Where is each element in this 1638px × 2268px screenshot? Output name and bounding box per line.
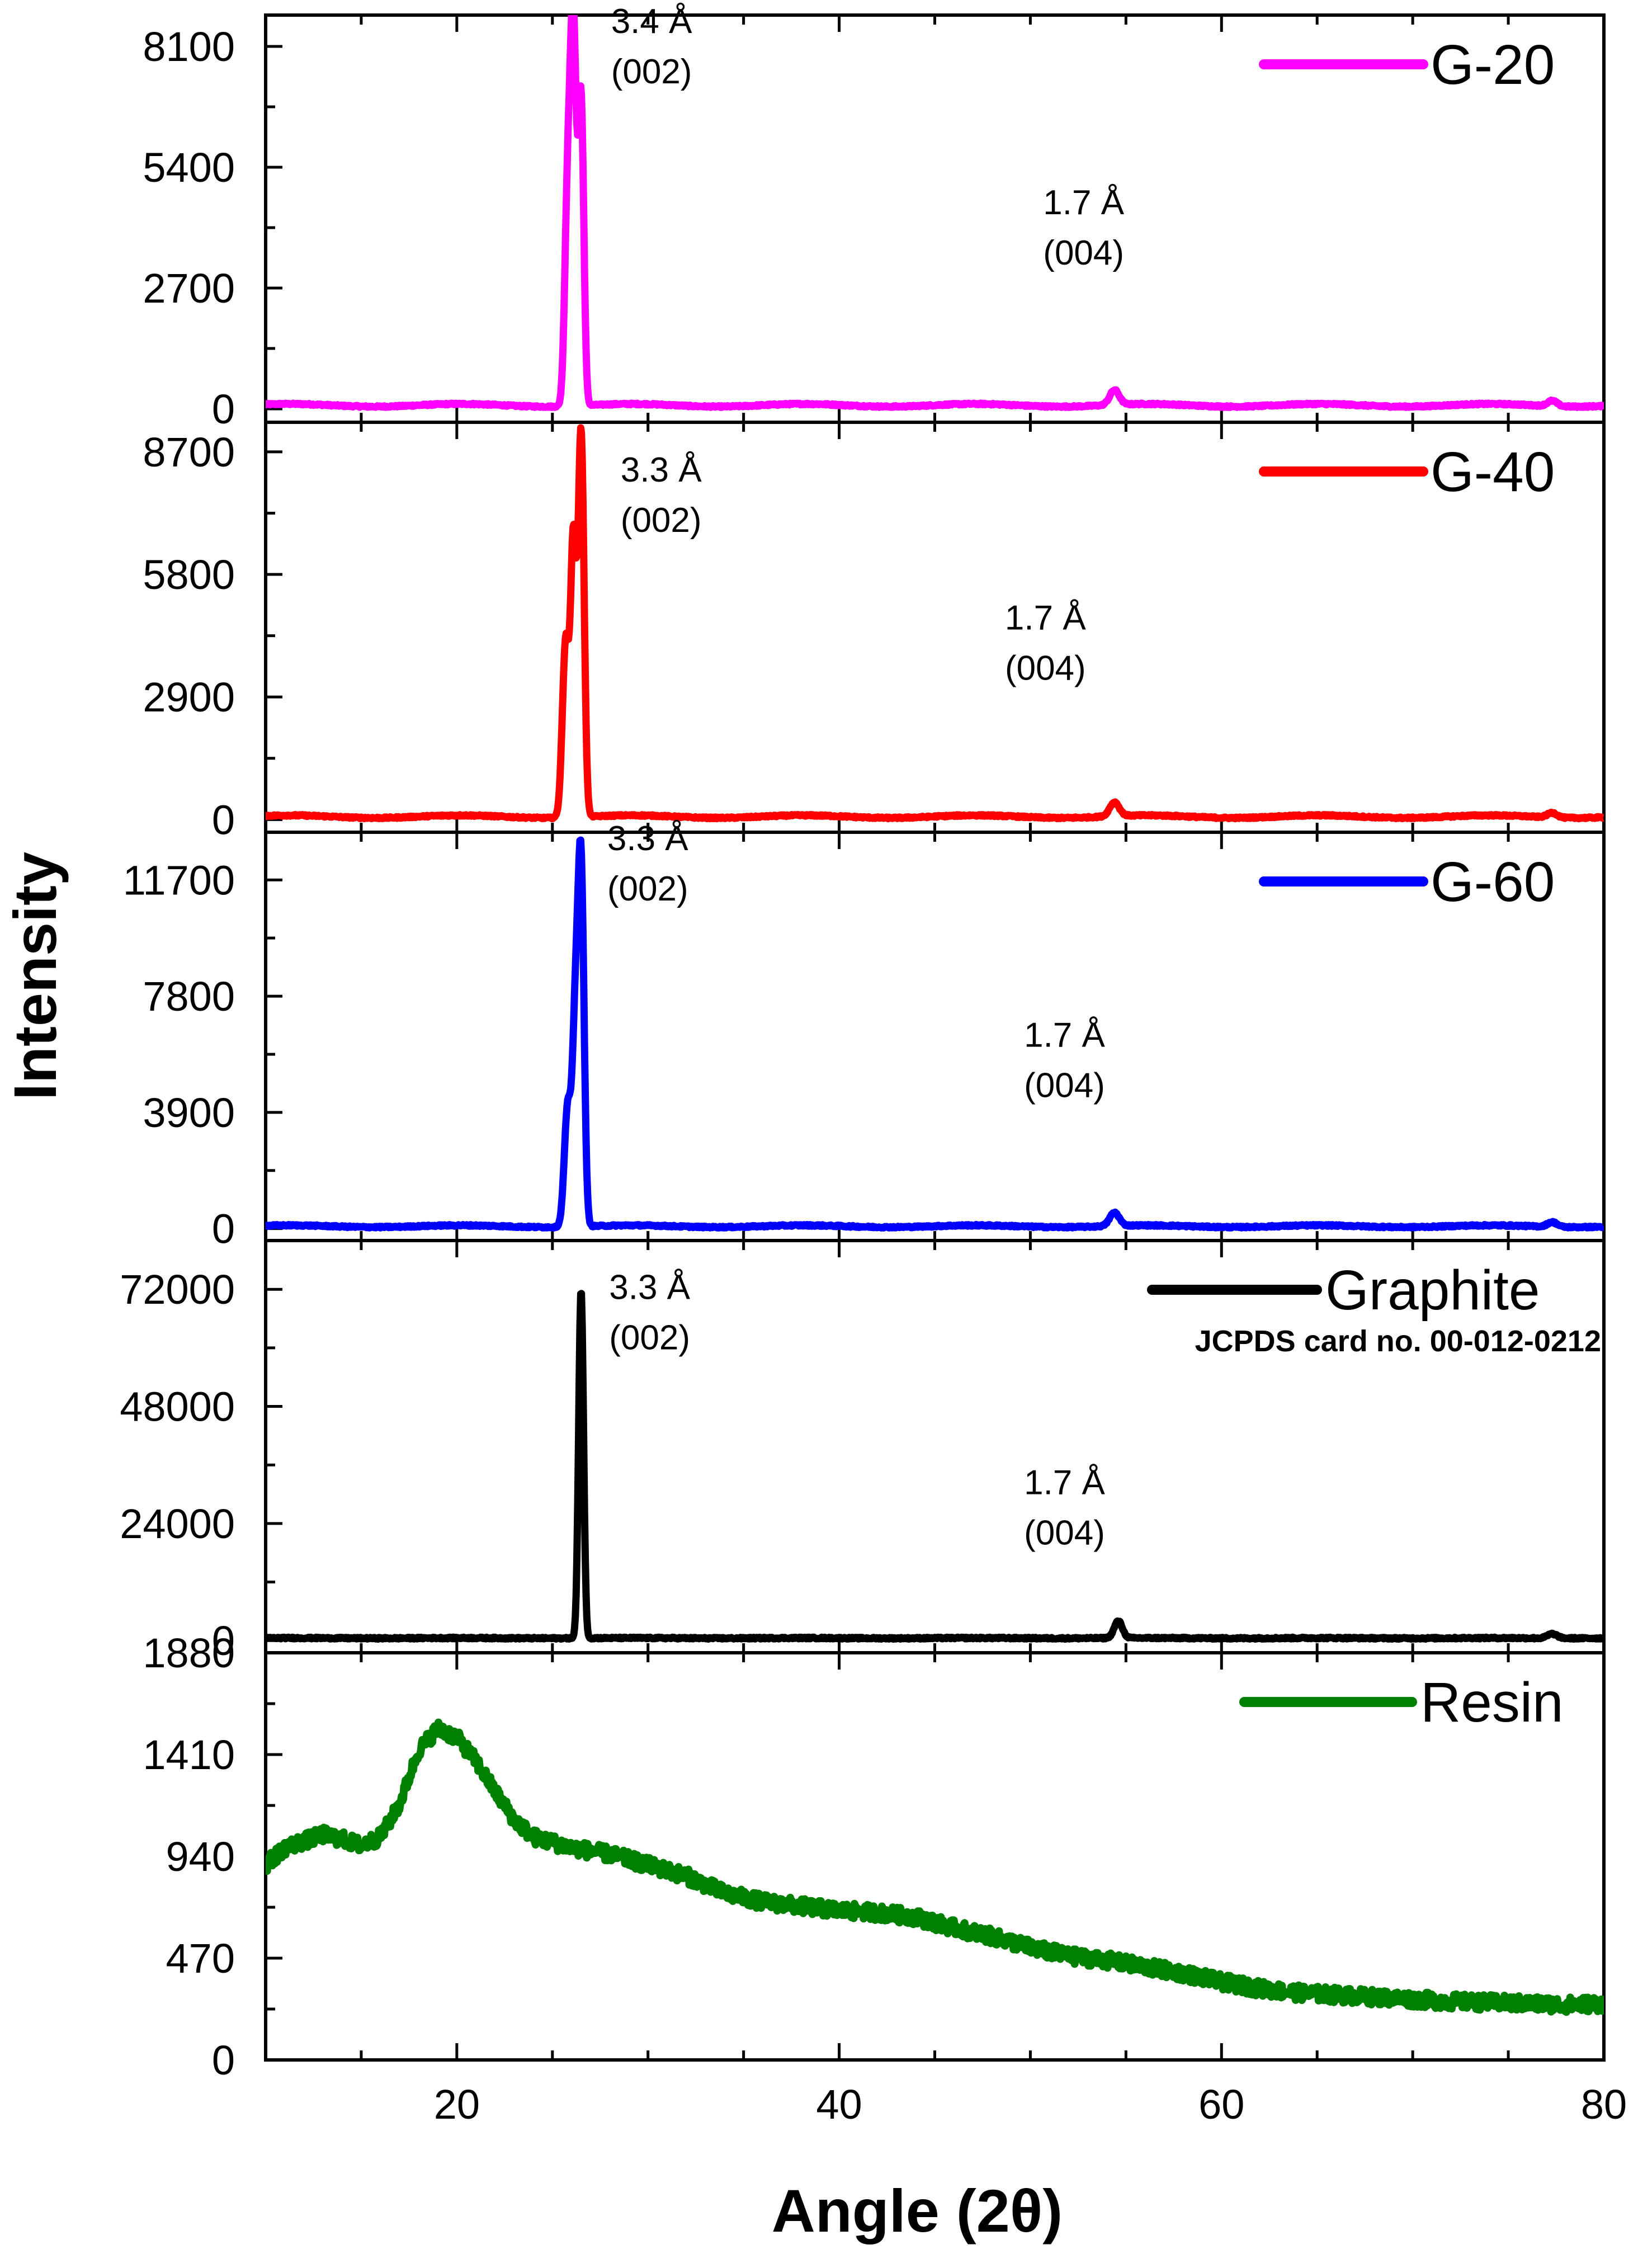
y-tick-label: 5800 — [143, 551, 235, 598]
peak-annotation: (002) — [607, 870, 688, 908]
peak-annotation: 3.4 Å — [611, 2, 692, 41]
y-tick-label: 11700 — [123, 857, 235, 903]
y-tick-label: 1880 — [143, 1630, 235, 1676]
jcpds-note: JCPDS card no. 00-012-0212 — [1195, 1324, 1601, 1358]
peak-annotation: (002) — [621, 501, 702, 540]
panel-g-40: 0 2900 5800 8700 3.3 Å (002) 1.7 Å (004) G-40 — [143, 422, 1604, 843]
panel-frame — [266, 422, 1604, 832]
legend-label-graphite: Graphite — [1325, 1259, 1540, 1322]
y-tick-label: 1410 — [143, 1732, 235, 1778]
y-tick-label: 5400 — [143, 144, 235, 191]
legend-label-g-60: G-60 — [1431, 851, 1555, 913]
y-tick-label: 2700 — [143, 265, 235, 312]
series-line-resin — [266, 1723, 1603, 2012]
peak-annotation: (004) — [1024, 1067, 1105, 1105]
y-tick-label: 8100 — [143, 23, 235, 70]
panels-layer: 0 2700 5400 8100 3.4 Å (002) 1.7 Å (004) G-20 0 29… — [120, 0, 1627, 2128]
panel-g-60: 0 3900 7800 11700 3.3 Å (002) 1.7 Å (004) G-60 — [123, 819, 1604, 1252]
y-tick-label: 2900 — [143, 674, 235, 720]
peak-annotation: 1.7 Å — [1024, 1016, 1105, 1055]
panel-frame — [266, 15, 1604, 422]
x-tick-label: 80 — [1581, 2081, 1627, 2128]
peak-annotation: 1.7 Å — [1024, 1464, 1105, 1502]
peak-annotation: (004) — [1024, 1514, 1105, 1553]
y-tick-label: 24000 — [120, 1501, 235, 1547]
y-tick-label: 940 — [166, 1833, 235, 1880]
legend-label-g-20: G-20 — [1431, 34, 1555, 96]
y-tick-label: 0 — [212, 796, 235, 843]
x-tick-label: 40 — [816, 2081, 862, 2128]
y-tick-label: 48000 — [120, 1384, 235, 1430]
peak-annotation: 3.3 Å — [607, 819, 688, 858]
peak-annotation: 3.3 Å — [621, 451, 702, 489]
peak-annotation: 1.7 Å — [1043, 183, 1124, 222]
x-axis-title: Angle (2θ) — [772, 2177, 1063, 2245]
panel-resin: 0 470 940 1410 1880 Resin 20 40 60 80 — [143, 1630, 1627, 2128]
y-tick-label: 7800 — [143, 973, 235, 1020]
peak-annotation: (002) — [611, 53, 692, 91]
peak-annotation: 3.3 Å — [609, 1269, 690, 1307]
y-tick-label: 8700 — [143, 429, 235, 475]
peak-annotation: (004) — [1043, 234, 1124, 272]
legend-label-resin: Resin — [1420, 1671, 1564, 1734]
panel-g-20: 0 2700 5400 8100 3.4 Å (002) 1.7 Å (004) G-20 — [143, 0, 1604, 432]
y-tick-label: 0 — [212, 386, 235, 432]
y-tick-label: 3900 — [143, 1090, 235, 1136]
peak-annotation: 1.7 Å — [1005, 598, 1086, 637]
panel-frame — [266, 832, 1604, 1241]
peak-annotation: (004) — [1005, 649, 1086, 687]
legend-label-g-40: G-40 — [1431, 441, 1555, 503]
y-tick-label: 0 — [212, 1206, 235, 1252]
y-tick-label: 0 — [212, 2037, 235, 2083]
y-tick-label: 72000 — [120, 1266, 235, 1313]
y-axis-title: Intensity — [1, 852, 69, 1100]
series-line-g-60 — [266, 840, 1603, 1228]
x-tick-label: 60 — [1198, 2081, 1244, 2128]
x-tick-label: 20 — [434, 2081, 480, 2128]
peak-annotation: (002) — [609, 1319, 690, 1357]
series-line-g-40 — [266, 428, 1603, 819]
y-tick-label: 470 — [166, 1935, 235, 1982]
